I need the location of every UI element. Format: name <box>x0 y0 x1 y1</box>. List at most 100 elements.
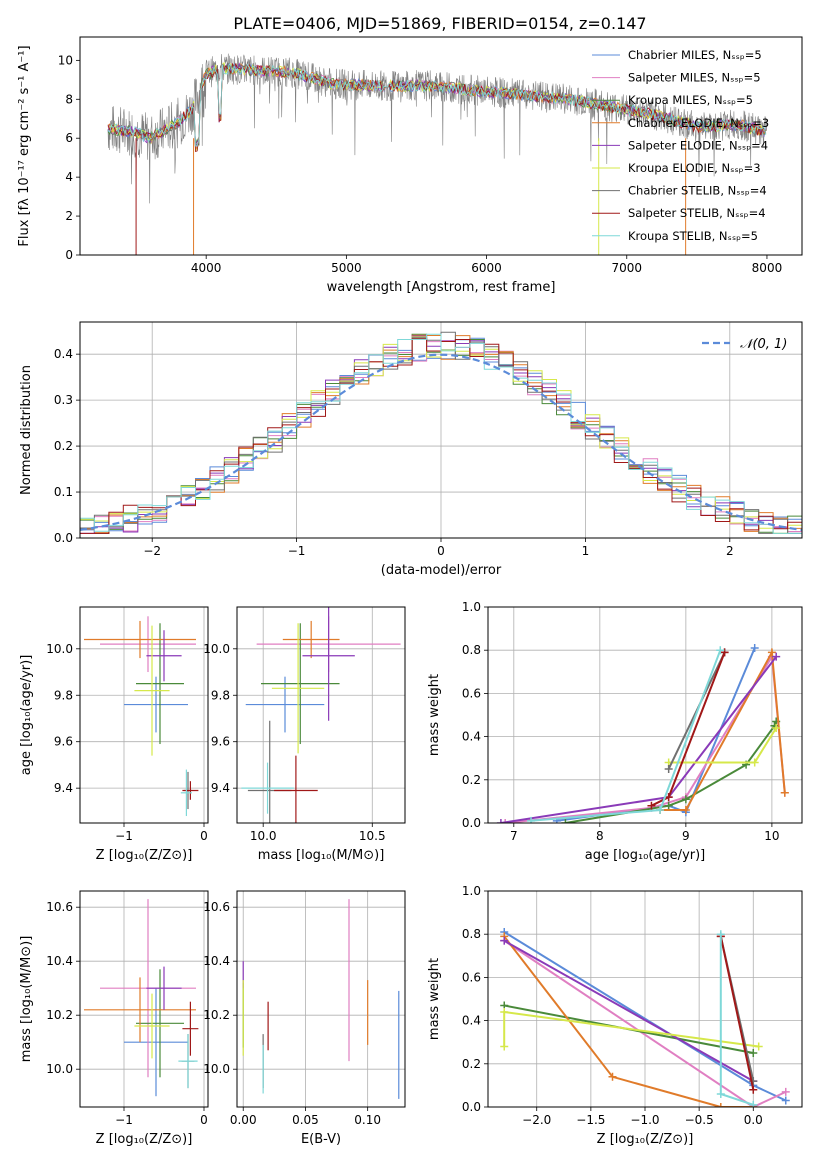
y-tick-label: 10.0 <box>203 642 230 656</box>
weight-lines <box>496 644 789 823</box>
weight-marker <box>608 1072 617 1081</box>
x-axis-label: E(B-V) <box>301 1132 341 1147</box>
legend-label: Salpeter ELODIE, Nₛₛₚ=4 <box>628 138 768 152</box>
x-axis-label: wavelength [Angstrom, rest frame] <box>327 280 556 295</box>
y-tick-label: 9.4 <box>211 781 230 795</box>
weight-marker <box>681 795 690 804</box>
x-axis-label: Z [log₁₀(Z/Z⊙)] <box>96 848 193 863</box>
axes-frame <box>236 606 406 824</box>
y-tick-label: 10.4 <box>203 954 230 968</box>
x-tick-label: −1 <box>288 544 306 558</box>
weight-marker <box>496 819 505 823</box>
x-axis-label: mass [log₁₀(M/M⊙)] <box>258 848 385 863</box>
y-tick-label: 10.6 <box>203 900 230 914</box>
y-axis-label: Normed distribution <box>19 365 34 495</box>
weight-line <box>503 939 754 1082</box>
y-tick-label: 10 <box>58 53 73 67</box>
y-tick-label: 0.0 <box>462 816 481 830</box>
weight-marker <box>780 788 789 797</box>
errorbars <box>84 616 199 817</box>
weight-marker <box>772 723 781 732</box>
y-tick-label: 10.2 <box>46 1008 73 1022</box>
spectrum-lines <box>107 53 767 255</box>
chart-spectrum: 4000 5000 6000 7000 8000 0 2 4 6 8 10 wavelength [A… <box>17 36 803 295</box>
x-axis-label: Z [log₁₀(Z/Z⊙)] <box>96 1132 193 1147</box>
x-tick-label: 10 <box>764 829 779 843</box>
y-tick-label: 10.4 <box>46 954 73 968</box>
weight-marker <box>500 936 509 945</box>
legend-label: Salpeter MILES, Nₛₛₚ=5 <box>628 71 761 85</box>
weight-marker <box>656 806 665 815</box>
axes-frame <box>236 890 406 1108</box>
x-axis-label: (data-model)/error <box>381 563 502 578</box>
weight-marker <box>781 1087 790 1096</box>
legend-label: Kroupa ELODIE, Nₛₛₚ=3 <box>628 161 761 175</box>
x-tick-label: 8000 <box>752 261 783 275</box>
y-tick-label: 0.2 <box>54 439 73 453</box>
y-axis-label: Flux [fλ 10⁻¹⁷ erg cm⁻² s⁻¹ A⁻¹] <box>17 45 32 246</box>
weight-line <box>660 649 786 811</box>
weight-marker <box>781 1096 790 1105</box>
legend-label: Chabrier STELIB, Nₛₛₚ=4 <box>628 184 767 198</box>
y-axis-label: age [log₁₀(age/yr)] <box>19 655 34 776</box>
y-tick-label: 0.3 <box>54 393 73 407</box>
chart-age-vs-Z: −1 0 9.4 9.6 9.8 10.0 Z [log₁₀(Z/Z⊙)] age [log₁… <box>19 606 209 863</box>
histograms <box>80 331 802 534</box>
y-tick-label: 1.0 <box>462 600 481 614</box>
errorbars <box>84 899 199 1097</box>
chart-mass-vs-EBV: 0.00 0.05 0.10 10.0 10.2 10.4 10.6 E(B-V) <box>203 890 406 1147</box>
y-tick-label: 9.8 <box>54 688 73 702</box>
histogram-step <box>80 333 802 534</box>
x-tick-label: −1.0 <box>630 1113 659 1127</box>
y-tick-label: 0.4 <box>54 347 73 361</box>
y-tick-label: 9.6 <box>211 735 230 749</box>
weight-line <box>719 936 755 1090</box>
weight-marker <box>772 652 781 661</box>
x-tick-label: 6000 <box>471 261 502 275</box>
axes-frame <box>79 606 209 824</box>
x-tick-label: −1 <box>115 1113 133 1127</box>
x-axis-label: Z [log₁₀(Z/Z⊙)] <box>597 1132 694 1147</box>
y-tick-label: 0.0 <box>462 1100 481 1114</box>
weight-marker <box>716 1103 725 1107</box>
x-tick-label: −0.5 <box>685 1113 714 1127</box>
errorbars <box>242 899 400 1099</box>
weight-marker <box>500 1007 509 1016</box>
y-tick-label: 0.2 <box>462 1057 481 1071</box>
weight-marker <box>664 801 673 810</box>
weight-marker <box>750 758 759 767</box>
y-tick-label: 0.4 <box>462 1014 481 1028</box>
y-tick-label: 10.0 <box>203 1062 230 1076</box>
legend-label: Chabrier ELODIE, Nₛₛₚ=3 <box>628 116 769 130</box>
weight-marker <box>681 806 690 815</box>
chart-residuals: −2 −1 0 1 2 0.0 0.1 0.2 0.3 0.4 (data-model)/error… <box>19 321 803 578</box>
weight-marker <box>716 1090 725 1099</box>
x-tick-label: 1 <box>582 544 590 558</box>
y-tick-label: 2 <box>65 209 73 223</box>
x-tick-label: 10.5 <box>359 829 386 843</box>
legend-label: Salpeter STELIB, Nₛₛₚ=4 <box>628 206 766 220</box>
y-tick-label: 0.8 <box>462 927 481 941</box>
weight-marker <box>716 646 725 655</box>
weight-marker <box>767 648 776 657</box>
y-tick-label: 0.1 <box>54 485 73 499</box>
y-tick-label: 8 <box>65 92 73 106</box>
y-tick-label: 4 <box>65 170 73 184</box>
y-tick-label: 6 <box>65 131 73 145</box>
legend-label: Kroupa STELIB, Nₛₛₚ=5 <box>628 229 758 243</box>
y-tick-label: 0.6 <box>462 686 481 700</box>
x-tick-label: −2.0 <box>522 1113 551 1127</box>
y-tick-label: 10.2 <box>203 1008 230 1022</box>
y-tick-label: 0.6 <box>462 970 481 984</box>
weight-marker <box>500 1042 509 1051</box>
y-tick-label: 10.0 <box>46 1062 73 1076</box>
x-tick-label: 0.05 <box>292 1113 319 1127</box>
chart-weight-vs-age: 7 8 9 10 0.0 0.2 0.4 0.6 0.8 1.0 age [log₁₀(age/yr… <box>427 600 803 863</box>
x-tick-label: 0 <box>200 1113 208 1127</box>
weight-marker <box>749 1085 758 1094</box>
x-tick-label: 10.0 <box>250 829 277 843</box>
weight-marker <box>647 801 656 810</box>
weight-marker <box>664 765 673 773</box>
x-tick-label: 0 <box>200 829 208 843</box>
